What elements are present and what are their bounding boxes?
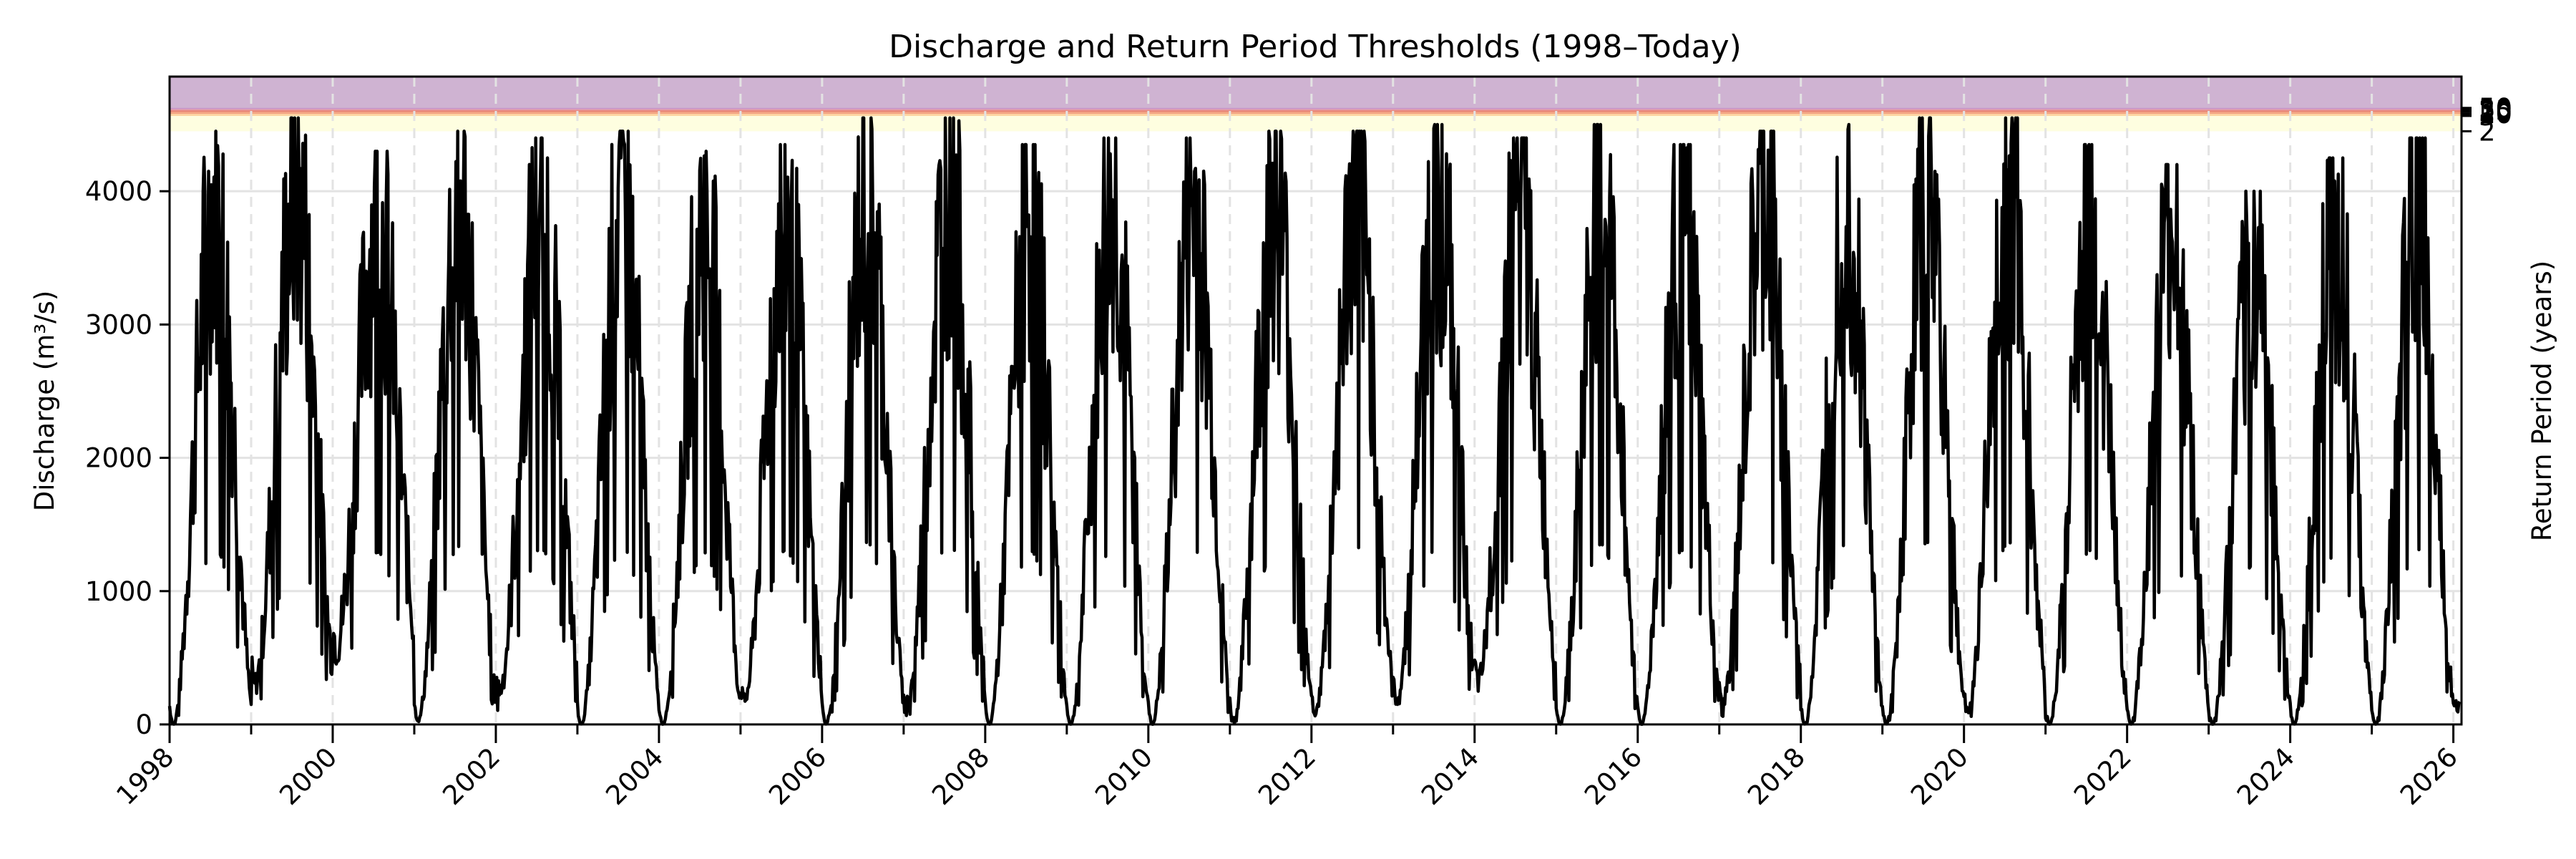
y-tick-label: 3000 <box>85 309 152 340</box>
return-period-label: 30 <box>2479 94 2512 125</box>
band-rp-2 <box>170 115 2462 132</box>
x-tick-label: 2018 <box>1742 742 1811 811</box>
band-rp-10 <box>170 112 2462 115</box>
return-period-label: 2 <box>2479 116 2496 147</box>
band-rp-50-plus <box>170 77 2462 108</box>
return-period-label: 10 <box>2479 99 2512 130</box>
band-rp-25 <box>170 109 2462 111</box>
x-tick-label: 2004 <box>600 742 669 811</box>
chart-title: Discharge and Return Period Thresholds (… <box>889 29 1742 65</box>
x-tick-label: 2022 <box>2068 742 2137 811</box>
y-tick-label: 0 <box>135 709 152 740</box>
y-tick-label: 2000 <box>85 443 152 474</box>
x-tick-label: 1998 <box>110 742 180 811</box>
x-tick-label: 2024 <box>2231 742 2301 811</box>
y-tick-label: 1000 <box>85 576 152 607</box>
x-tick-label: 2020 <box>1905 742 1974 811</box>
plot-frame <box>168 75 2463 726</box>
x-tick-label: 2026 <box>2394 742 2464 811</box>
band-rp-5 <box>170 114 2462 116</box>
y-axis-left: 0 1000 2000 3000 4000 <box>85 176 170 740</box>
discharge-series <box>167 116 2462 727</box>
x-tick-label: 2002 <box>436 742 506 811</box>
x-tick-label: 2000 <box>273 742 343 811</box>
x-tick-label: 2010 <box>1089 742 1158 811</box>
y-tick-label: 4000 <box>85 176 152 207</box>
band-rp-30 <box>170 107 2462 110</box>
return-period-label: 50 <box>2479 93 2512 124</box>
return-period-label: 5 <box>2479 101 2496 132</box>
return-period-bands <box>170 77 2462 132</box>
x-axis: 1998 2000 2002 2004 2006 2008 2010 2012 2014 2016… <box>110 724 2464 811</box>
x-tick-label: 2016 <box>1579 742 1648 811</box>
band-rp-20 <box>170 110 2462 112</box>
x-tick-label: 2012 <box>1252 742 1322 811</box>
y-axis-right-label: Return Period (years) <box>2527 261 2557 541</box>
x-tick-label: 2014 <box>1415 742 1485 811</box>
y-axis-label: Discharge (m³/s) <box>29 291 60 512</box>
return-period-label: 25 <box>2479 95 2512 126</box>
return-period-label: 20 <box>2479 97 2512 127</box>
x-tick-label: 2008 <box>926 742 995 811</box>
x-tick-label: 2006 <box>763 742 832 811</box>
